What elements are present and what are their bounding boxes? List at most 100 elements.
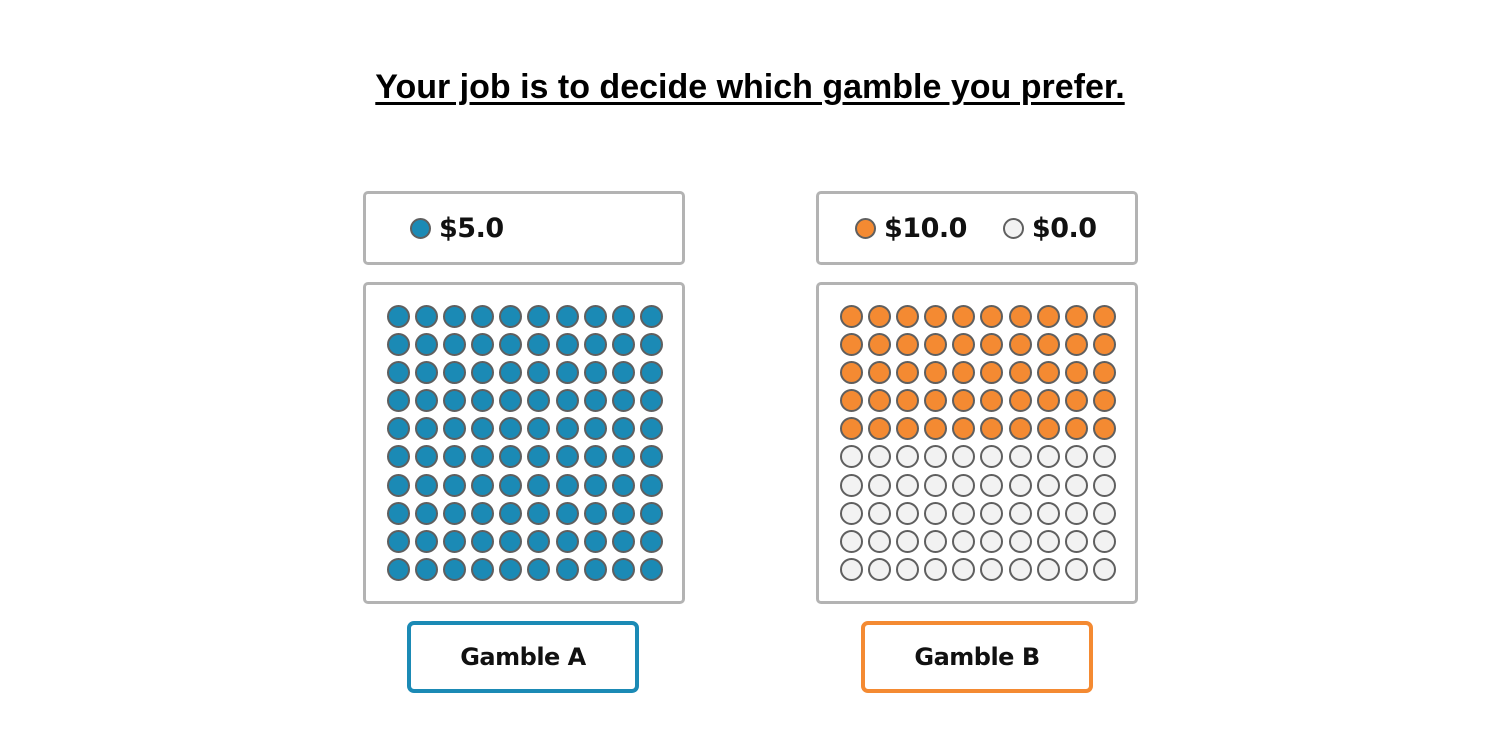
gamble-a-outcome-0-dot [415,445,439,469]
gamble-b-outcome-1-dot [924,473,948,497]
gamble-b-outcome-0-dot [868,333,892,357]
gamble-b-outcome-0-dot [896,361,920,385]
gamble-b-outcome-1-dot [1036,557,1060,581]
gamble-a-outcome-0-dot [415,529,439,553]
gamble-b-outcome-1-dot [840,445,863,469]
gamble-b-outcome-1-dot [896,557,920,581]
gamble-a-outcome-0-dot [499,445,523,469]
gamble-b-outcome-1-dot [924,529,948,553]
gamble-b-outcome-1-dot [980,557,1004,581]
gamble-b-outcome-0-dot [1064,333,1088,357]
outcome-dot-icon [855,217,876,239]
gamble-b-outcome-1-dot [1036,529,1060,553]
gamble-a-outcome-0-dot [527,529,551,553]
gamble-b-outcome-0-dot [868,417,892,441]
gamble-b-outcome-0-dot [1036,417,1060,441]
gamble-a-outcome-0-dot [583,445,607,469]
gamble-b-outcome-0-dot [1036,305,1060,328]
gamble-a-outcome-0-dot [527,501,551,525]
gamble-a-outcome-0-dot [583,473,607,497]
gamble-b-outcome-1-dot [1008,473,1032,497]
gamble-b-outcome-0-dot [952,389,976,413]
gamble-b-outcome-0-dot [896,417,920,441]
gamble-b-outcome-1-dot [1092,445,1116,469]
gamble-a-outcome-0-dot [555,305,579,328]
gamble-a-dot-grid [387,305,663,581]
gamble-a-outcome-0-dot [443,389,467,413]
gamble-b-outcome-1-dot [1008,445,1032,469]
outcome-label: $10.0 [884,212,967,244]
gamble-a-button[interactable]: Gamble A [407,621,639,693]
gamble-b-outcome-0-dot [980,417,1004,441]
gamble-b-outcome-0-dot [896,389,920,413]
gamble-a-outcome-0-dot [639,557,663,581]
gamble-a-outcome-0-dot [639,501,663,525]
gamble-b-outcome-1-dot [1064,501,1088,525]
gamble-a-outcome-0-dot [499,417,523,441]
outcome-label: $5.0 [439,212,504,244]
gamble-b-outcome-0-dot [1008,361,1032,385]
gamble-a-outcome-0-dot [611,389,635,413]
gamble-b-outcome-1-dot [1092,501,1116,525]
gamble-a-outcome-0-dot [443,557,467,581]
gamble-b-outcome-0-dot [1008,305,1032,328]
gamble-a-outcome-0-dot [387,501,410,525]
gamble-a-outcome-0-dot [611,557,635,581]
gamble-a-outcome-0-dot [387,333,410,357]
gamble-b-panel: $10.0 $0.0 Gamble B [816,191,1138,693]
gamble-a-outcome-0-dot [527,361,551,385]
gamble-b-outcome-1-dot [896,529,920,553]
gamble-b-outcome-1-dot [952,445,976,469]
gamble-b-outcome-0-dot [840,417,863,441]
gamble-a-outcome-0-dot [499,529,523,553]
gamble-a-outcome-0-dot [639,361,663,385]
gamble-a-outcome-0-dot [527,389,551,413]
gamble-a-outcome-0-dot [443,361,467,385]
gamble-b-outcome-1-dot [840,501,863,525]
gamble-b-outcome-0-dot [1092,305,1116,328]
gamble-b-button[interactable]: Gamble B [861,621,1093,693]
gamble-a-outcome-0-dot [555,529,579,553]
gamble-a-outcome-0-dot [527,473,551,497]
gamble-b-outcome-1-dot [1092,473,1116,497]
gamble-b-outcome-1-dot [1064,529,1088,553]
gamble-b-outcome-0-dot [1036,333,1060,357]
gamble-a-outcome-0-dot [555,389,579,413]
gamble-b-outcome-0-dot [1064,305,1088,328]
gamble-b-outcome-0-dot [1036,389,1060,413]
gamble-b-outcome-1-dot [840,557,863,581]
gamble-a-outcome-0-dot [527,445,551,469]
gamble-a-outcome-0-dot [387,529,410,553]
gamble-b-outcome-0-dot [1064,361,1088,385]
gamble-b-outcome-0-dot [868,389,892,413]
gamble-b-outcome-1-dot [924,557,948,581]
gamble-a-outcome-0-dot [611,361,635,385]
gamble-b-outcome-0-dot [980,389,1004,413]
gamble-a-outcome-0-dot [415,361,439,385]
gamble-b-outcome-0-dot [868,305,892,328]
gamble-a-outcome-0-dot [611,305,635,328]
gamble-a-outcome-0-dot [499,305,523,328]
gamble-b-outcome-1-dot [952,501,976,525]
gamble-b-outcome-0-dot [924,333,948,357]
gamble-a-outcome-0-dot [611,473,635,497]
gamble-b-outcome-0-dot [1036,361,1060,385]
gamble-b-outcome-0-dot [1064,417,1088,441]
gamble-a-outcome-0-dot [499,473,523,497]
gamble-a-outcome-0-dot [555,557,579,581]
gamble-a-outcome-0-dot [471,445,495,469]
gamble-b-outcome-1-dot [896,473,920,497]
gamble-a-outcome-0-dot [499,389,523,413]
gamble-b-outcome-0-dot [952,417,976,441]
gamble-b-outcome-1-dot [868,557,892,581]
gamble-b-outcome-0-dot [840,305,863,328]
gamble-b-outcome-0-dot [868,361,892,385]
gamble-b-outcome-1-dot [924,445,948,469]
gamble-a-outcome-0-dot [499,333,523,357]
gamble-b-outcome-1-dot [980,473,1004,497]
gamble-a-outcome-0-dot [387,305,410,328]
gamble-a-outcome-0-dot [555,333,579,357]
gamble-a-outcome-0-dot [387,557,410,581]
gamble-b-outcome-0-dot [980,305,1004,328]
gamble-b-dot-grid [840,305,1116,581]
